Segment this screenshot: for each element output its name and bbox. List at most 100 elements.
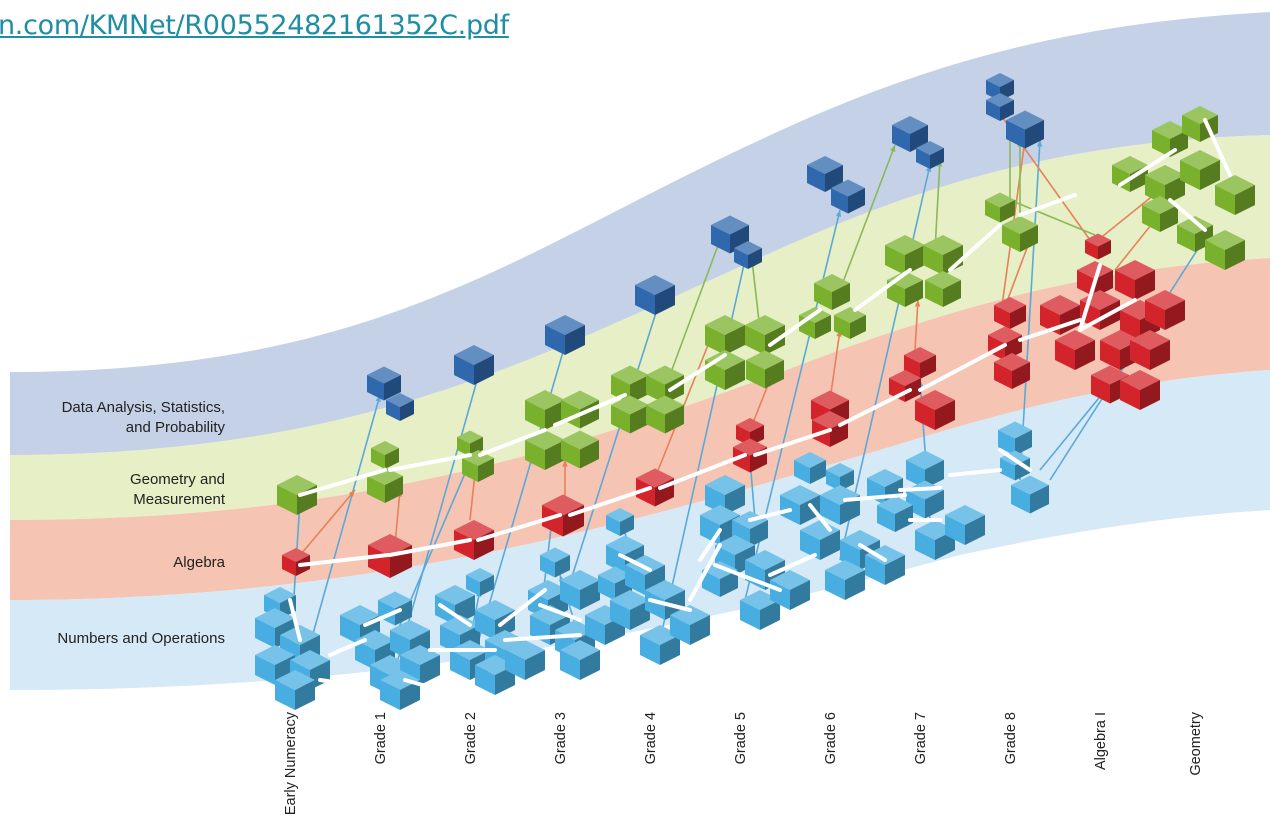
progression-link (948, 223, 1002, 272)
progression-link (1018, 318, 1082, 342)
progression-link (503, 633, 582, 642)
grade-label-8: Grade 8 (1003, 712, 1019, 764)
progression-link (498, 588, 547, 627)
progression-link (768, 553, 817, 577)
numbers-cube-0-5 (275, 670, 315, 710)
progression-link (998, 448, 1032, 472)
progression-link (808, 503, 832, 532)
algebra-cube-2-0 (454, 520, 494, 560)
algebra-cube-5-0 (736, 418, 764, 446)
data-cube-5-1 (734, 241, 762, 269)
grade-label-4: Grade 4 (643, 712, 659, 764)
geometry-cube-5-2 (705, 350, 745, 390)
band-label-geometry-line-1: Measurement (133, 491, 226, 508)
geometry-cube-3-3 (561, 430, 599, 469)
strand-bands (10, 12, 1270, 690)
geometry-cube-3-2 (525, 430, 565, 470)
numbers-cube-6-4 (800, 520, 840, 560)
progression-link (698, 528, 722, 562)
geometry-cube-2-0 (457, 430, 483, 457)
algebra-cube-9-11 (1120, 370, 1160, 410)
connection-arrow (1009, 199, 1096, 236)
grade-label-5: Grade 5 (733, 712, 749, 764)
connection-arrow (1097, 189, 1161, 241)
numbers-cube-6-1 (826, 463, 854, 491)
progression-link (388, 453, 472, 472)
arrow-head (890, 145, 896, 152)
band-algebra (10, 258, 1270, 600)
numbers-cube-7-5 (945, 505, 985, 545)
numbers-cube-2-7 (505, 640, 545, 680)
progression-link (538, 603, 582, 622)
geometry-cube-4-3 (646, 395, 684, 434)
data-cube-8-1 (986, 93, 1014, 121)
arrow-head (1036, 140, 1043, 147)
connection-arrow (394, 489, 401, 546)
progression-link (328, 638, 367, 657)
progression-link (1018, 193, 1077, 217)
data-cube-3-0 (545, 315, 585, 355)
band-numbers (10, 370, 1270, 690)
numbers-cube-3-0 (540, 547, 570, 578)
progression-link (298, 468, 387, 497)
grade-label-7: Grade 7 (913, 712, 929, 764)
algebra-cube-7-2 (915, 390, 955, 430)
progression-link (1078, 263, 1102, 332)
progression-link (568, 486, 652, 517)
algebra-cube-9-6 (1145, 290, 1185, 330)
data-cube-6-0 (807, 156, 843, 192)
geometry-cube-7-0 (885, 235, 925, 275)
numbers-cube-3-2 (560, 570, 600, 610)
data-cube-1-1 (386, 393, 414, 421)
progression-link (363, 608, 402, 627)
numbers-cube-2-1 (466, 568, 494, 596)
progression-link (918, 343, 1007, 392)
connection-arrow (669, 239, 721, 376)
progression-link (753, 428, 832, 457)
progression-link (1203, 118, 1232, 177)
grade-label-6: Grade 6 (823, 712, 839, 764)
geometry-cube-10-5 (1215, 175, 1255, 215)
geometry-cube-10-4 (1180, 150, 1220, 190)
grade-label-1: Grade 1 (373, 712, 389, 764)
progression-link (553, 393, 627, 427)
band-label-data-line-1: and Probability (126, 419, 226, 436)
geometry-cube-10-8 (1205, 230, 1245, 270)
numbers-cube-4-0 (606, 508, 634, 536)
progression-link (388, 538, 472, 557)
progression-link (318, 678, 357, 687)
pdf-url-link[interactable]: n.com/KMNet/R00552482161352C.pdf (0, 10, 509, 41)
connection-arrow (394, 369, 481, 671)
algebra-cube-4-0 (636, 468, 674, 507)
geometry-cube-4-0 (611, 365, 649, 404)
connection-arrow (839, 144, 896, 291)
geometry-cube-3-1 (561, 390, 599, 429)
geometry-cube-4-2 (611, 395, 649, 434)
geometry-cube-7-3 (925, 271, 961, 307)
geometry-cube-6-2 (834, 307, 866, 339)
data-cube-2-0 (454, 345, 494, 385)
progression-link (768, 308, 822, 347)
progression-link (658, 453, 747, 490)
progression-link (1118, 148, 1177, 187)
connection-arrow (1019, 139, 1041, 481)
progression-link (618, 553, 652, 572)
algebra-cube-8-1 (988, 326, 1022, 361)
numbers-cube-8-2 (1011, 475, 1049, 514)
connection-arrow (829, 329, 841, 401)
numbers-cube-7-3 (877, 496, 913, 532)
progression-link (478, 428, 547, 457)
progression-link (853, 268, 912, 312)
numbers-cube-6-0 (794, 452, 826, 484)
progression-link (1078, 298, 1137, 332)
data-cube-6-1 (831, 179, 865, 214)
algebra-cube-9-7 (1055, 330, 1095, 370)
progression-link (748, 508, 792, 522)
band-label-numbers-line-0: Numbers and Operations (57, 630, 225, 647)
progression-link (298, 553, 390, 567)
data-cube-7-0 (892, 116, 928, 152)
topic-cubes (255, 73, 1255, 710)
band-label-algebra-line-0: Algebra (173, 554, 225, 571)
numbers-cube-2-0 (435, 585, 475, 625)
